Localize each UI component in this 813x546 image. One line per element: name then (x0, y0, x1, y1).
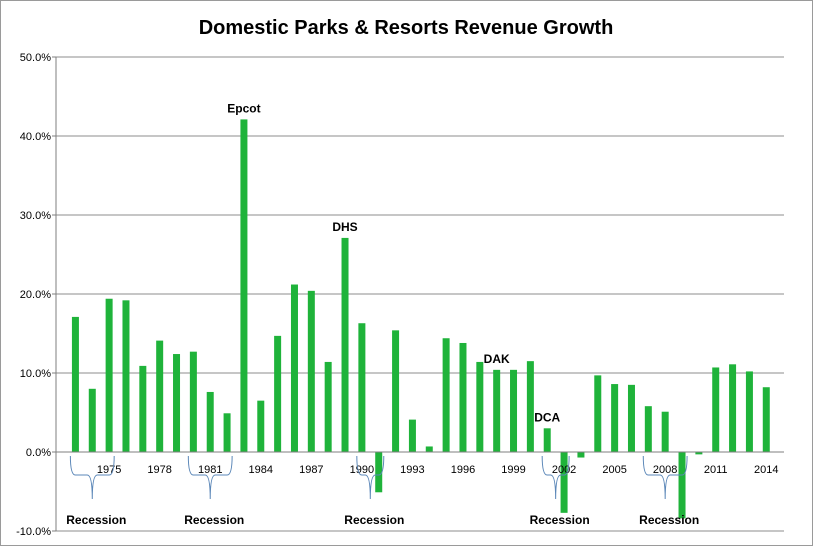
x-tick-label: 1987 (299, 464, 323, 476)
y-tick-label: 10.0% (20, 368, 51, 380)
recession-brace (541, 455, 570, 500)
bar-2011 (712, 367, 720, 452)
bar-1982 (223, 413, 231, 452)
bar-1976 (122, 300, 130, 452)
bar-1985 (274, 335, 282, 452)
bar-1993 (408, 419, 416, 452)
recession-brace (69, 455, 115, 500)
annotation-dhs: DHS (332, 220, 357, 234)
bar-2007 (644, 406, 652, 452)
x-tick-label: 2005 (602, 464, 626, 476)
recession-markers: Recession Recession Recession Recession Rece… (66, 455, 699, 527)
y-tick-label: 30.0% (20, 210, 51, 222)
recession-label: Recession (530, 513, 590, 527)
y-tick-label: 20.0% (20, 289, 51, 301)
x-tick-label: 2008 (653, 464, 677, 476)
x-tick-label: 1975 (97, 464, 121, 476)
bar-2005 (611, 384, 619, 452)
bar-1983 (240, 119, 248, 452)
x-tick-label: 1996 (451, 464, 475, 476)
y-axis-tick-labels: -10.0% 0.0% 10.0% 20.0% 30.0% 40.0% 50.0% (16, 52, 51, 538)
bar-2006 (627, 384, 635, 452)
bars (71, 119, 770, 519)
annotation-dak: DAK (484, 352, 510, 366)
bar-1974 (88, 388, 96, 452)
x-tick-label: 2014 (754, 464, 778, 476)
bar-1988 (324, 361, 332, 452)
recession-label: Recession (639, 513, 699, 527)
bar-2013 (745, 371, 753, 452)
x-axis-tick-labels: 1975 1978 1981 1984 1987 1990 1993 1996 1999 2002… (97, 464, 779, 476)
recession-label: Recession (184, 513, 244, 527)
bar-2000 (526, 361, 534, 452)
bar-1973 (71, 316, 79, 452)
bar-2010 (695, 452, 703, 455)
x-tick-label: 2011 (704, 464, 728, 476)
y-tick-label: 40.0% (20, 131, 51, 143)
bar-1977 (139, 365, 147, 452)
bar-1998 (493, 369, 501, 452)
bar-1997 (476, 361, 484, 452)
bar-2014 (762, 387, 770, 452)
bar-1987 (307, 290, 315, 452)
x-tick-label: 1984 (249, 464, 273, 476)
bar-1996 (459, 342, 467, 452)
recession-label: Recession (344, 513, 404, 527)
y-tick-label: 50.0% (20, 52, 51, 64)
bar-1975 (105, 298, 113, 452)
x-tick-label: 1978 (147, 464, 171, 476)
bar-1990 (358, 323, 366, 452)
y-tick-label: -10.0% (16, 526, 51, 538)
bar-2003 (577, 452, 585, 458)
annotation-dca: DCA (534, 410, 560, 424)
bar-2004 (594, 375, 602, 452)
bar-1992 (392, 330, 400, 452)
bar-1981 (206, 391, 214, 452)
recession-label: Recession (66, 513, 126, 527)
annotations: Epcot DHS DAK DCA (227, 101, 560, 424)
bar-1986 (290, 284, 298, 452)
bar-1991 (375, 452, 383, 493)
recession-brace (356, 455, 385, 500)
x-tick-label: 1993 (400, 464, 424, 476)
bar-2002 (560, 452, 568, 513)
bar-1994 (425, 446, 433, 452)
recession-brace (187, 455, 233, 500)
bar-1984 (257, 400, 265, 452)
bar-1978 (156, 340, 164, 452)
bar-2012 (729, 364, 737, 452)
recession-brace (642, 455, 688, 500)
gridlines (56, 56, 784, 532)
x-tick-label: 2002 (552, 464, 576, 476)
y-tick-label: 0.0% (26, 447, 51, 459)
bar-2008 (661, 411, 669, 452)
chart-title: Domestic Parks & Resorts Revenue Growth (199, 17, 614, 39)
x-tick-label: 1981 (198, 464, 222, 476)
bar-1980 (189, 351, 197, 452)
bar-2009 (678, 452, 686, 519)
x-tick-label: 1990 (350, 464, 374, 476)
annotation-epcot: Epcot (227, 101, 260, 115)
axes (52, 56, 784, 532)
bar-1999 (510, 369, 518, 452)
bar-2001 (543, 428, 551, 452)
bar-1979 (173, 354, 181, 452)
bar-1989 (341, 237, 349, 452)
x-tick-label: 1999 (501, 464, 525, 476)
bar-1995 (442, 338, 450, 452)
